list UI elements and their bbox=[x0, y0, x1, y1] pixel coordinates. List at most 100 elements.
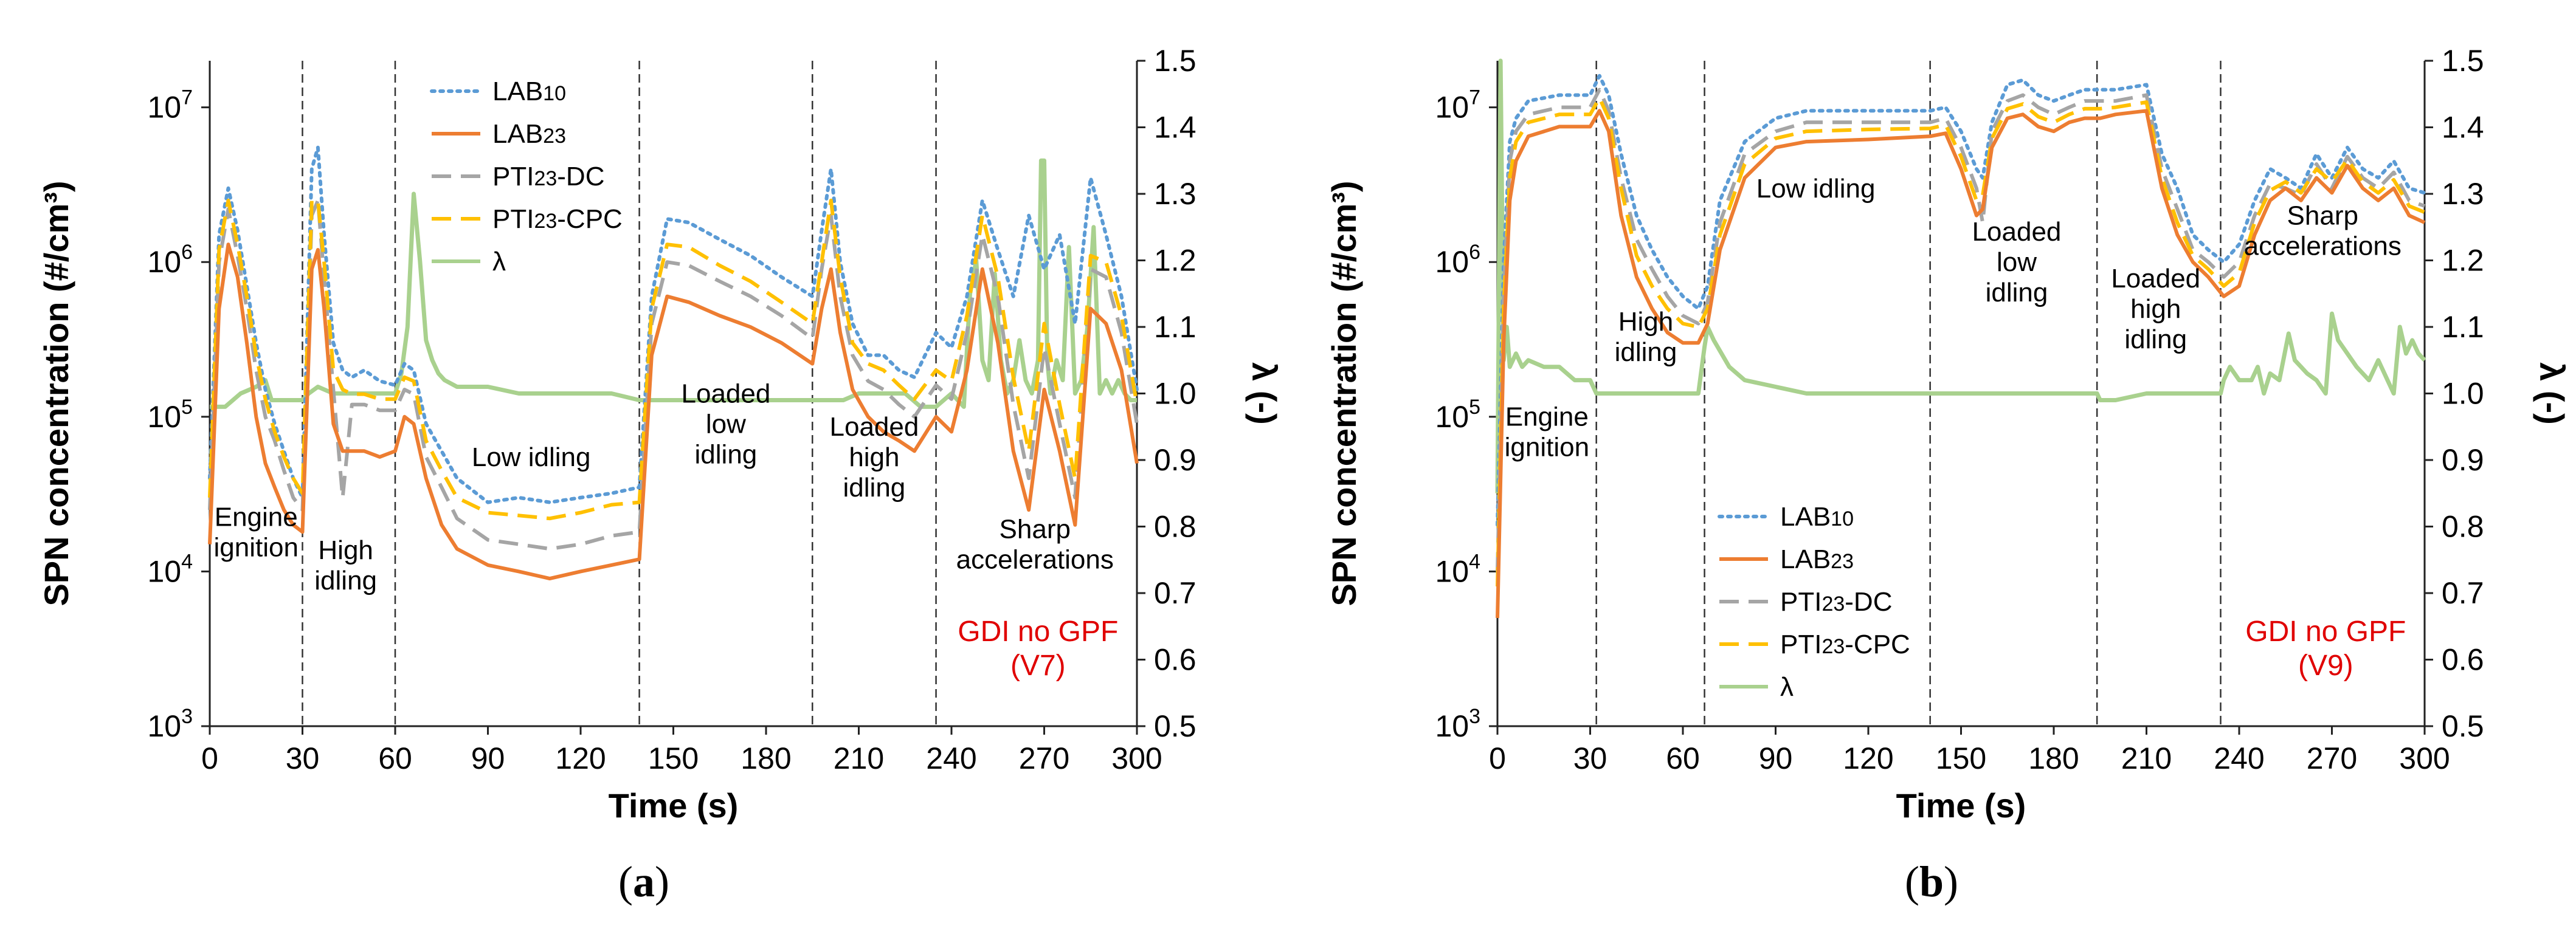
phase-label: low bbox=[1997, 247, 2037, 277]
series-line-lab23 bbox=[208, 242, 1139, 581]
phase-label: High bbox=[1618, 307, 1674, 337]
y2-tick-label: 1.3 bbox=[2442, 177, 2484, 211]
y-tick-label: 107 bbox=[1435, 86, 1480, 125]
vehicle-annotation: (V7) bbox=[1010, 650, 1066, 682]
phase-label: idling bbox=[1986, 278, 2048, 307]
legend: LAB10 LAB23 PTI23-DC PTI23-CPC λ bbox=[1718, 502, 1910, 702]
series-group bbox=[1495, 58, 2426, 619]
phase-label: Loaded bbox=[1972, 217, 2062, 247]
series-line- bbox=[1495, 58, 2426, 493]
legend: LAB10 LAB23 PTI23-DC PTI23-CPC λ bbox=[430, 77, 623, 276]
y-tick-label: 106 bbox=[1435, 241, 1480, 279]
y2-tick-label: 1.2 bbox=[2442, 244, 2484, 278]
x-tick-label: 30 bbox=[286, 741, 320, 775]
y2-tick-label: 1.5 bbox=[2442, 44, 2484, 78]
phase-label: idling bbox=[843, 473, 906, 503]
y2-tick-label: 1.4 bbox=[2442, 111, 2484, 145]
x-tick-label: 300 bbox=[1111, 741, 1162, 775]
phase-label: ignition bbox=[1505, 432, 1589, 462]
y-axis-title: SPN concentration (#/cm³) bbox=[1325, 180, 1363, 606]
x-tick-label: 0 bbox=[201, 741, 218, 775]
series-line-lab23 bbox=[1496, 109, 2426, 619]
y2-tick-label: 1.1 bbox=[2442, 310, 2484, 344]
phase-label: high bbox=[2130, 294, 2181, 324]
x-tick-label: 300 bbox=[2399, 741, 2450, 775]
axes: 0 30 60 90 120 150 180 210 240 270 300 103 104 105 106… bbox=[1435, 44, 2484, 775]
x-tick-label: 90 bbox=[1759, 741, 1793, 775]
series-line-lab10 bbox=[208, 145, 1139, 504]
x-tick-label: 240 bbox=[926, 741, 976, 775]
legend-entry: PTI23-DC bbox=[492, 162, 604, 191]
y2-axis-title: λ (-) bbox=[1245, 362, 1283, 425]
legend-entry: λ bbox=[492, 247, 506, 276]
phase-label: Engine bbox=[215, 502, 298, 532]
panel-b: 0 30 60 90 120 150 180 210 240 270 300 103 104 105 106… bbox=[1288, 0, 2575, 934]
x-tick-label: 210 bbox=[2121, 741, 2172, 775]
y2-tick-label: 1.1 bbox=[1154, 310, 1196, 344]
legend-entry: LAB10 bbox=[1780, 502, 1854, 532]
series-line- bbox=[210, 158, 1137, 409]
panel-label: (a) bbox=[618, 857, 669, 906]
phase-boundaries bbox=[1595, 61, 2222, 726]
series-line-pti23-cpc bbox=[208, 198, 1139, 521]
phase-label: Sharp bbox=[1000, 515, 1071, 544]
y2-tick-label: 0.7 bbox=[2442, 576, 2484, 610]
y-axis-title: SPN concentration (#/cm³) bbox=[37, 180, 75, 606]
y2-tick-label: 1.0 bbox=[2442, 377, 2484, 411]
phase-label: Engine bbox=[1505, 402, 1589, 431]
panel-label: (b) bbox=[1905, 857, 1958, 906]
phase-label: idling bbox=[314, 566, 377, 596]
y-tick-label: 104 bbox=[147, 550, 193, 588]
x-axis-title: Time (s) bbox=[609, 786, 739, 825]
y2-tick-label: 1.4 bbox=[1154, 111, 1196, 145]
y2-tick-label: 0.7 bbox=[1154, 576, 1196, 610]
phase-label: idling bbox=[695, 439, 758, 469]
legend-entry: LAB23 bbox=[492, 119, 566, 149]
vehicle-annotation: GDI no GPF bbox=[958, 616, 1118, 648]
series-line-pti23-cpc bbox=[1496, 96, 2426, 587]
phase-label: idling bbox=[2124, 324, 2187, 354]
y-tick-label: 103 bbox=[1435, 705, 1480, 743]
phase-boundaries bbox=[302, 61, 937, 726]
y2-tick-label: 0.8 bbox=[1154, 510, 1196, 544]
phase-label: idling bbox=[1615, 337, 1677, 367]
phase-label: Loaded bbox=[682, 379, 771, 408]
y2-tick-label: 0.6 bbox=[2442, 643, 2484, 677]
phase-label: high bbox=[849, 442, 899, 472]
y2-tick-label: 0.6 bbox=[1154, 643, 1196, 677]
x-axis-title: Time (s) bbox=[1896, 786, 2026, 825]
x-tick-label: 120 bbox=[1843, 741, 1893, 775]
y2-tick-label: 0.8 bbox=[2442, 510, 2484, 544]
chart-b: 0 30 60 90 120 150 180 210 240 270 300 103 104 105 106… bbox=[1325, 44, 2571, 906]
y2-tick-label: 0.9 bbox=[1154, 443, 1196, 477]
y2-tick-label: 0.9 bbox=[2442, 443, 2484, 477]
x-tick-label: 120 bbox=[555, 741, 606, 775]
y2-tick-label: 0.5 bbox=[2442, 709, 2484, 743]
axes: 0 30 60 90 120 150 180 210 240 270 300 103 104 105 106… bbox=[147, 44, 1196, 775]
x-tick-label: 90 bbox=[471, 741, 505, 775]
legend-entry: PTI23-CPC bbox=[492, 204, 623, 234]
legend-entry: PTI23-CPC bbox=[1780, 630, 1910, 659]
vehicle-annotation: GDI no GPF bbox=[2245, 616, 2406, 648]
vehicle-annotation: (V9) bbox=[2298, 650, 2353, 682]
phase-label: accelerations bbox=[956, 545, 1114, 575]
y2-tick-label: 1.2 bbox=[1154, 244, 1196, 278]
y-tick-label: 103 bbox=[147, 705, 193, 743]
y2-tick-label: 0.5 bbox=[1154, 709, 1196, 743]
y2-tick-label: 1.3 bbox=[1154, 177, 1196, 211]
legend-entry: LAB23 bbox=[1780, 544, 1854, 574]
phase-label: Low idling bbox=[472, 442, 591, 472]
y-tick-label: 105 bbox=[1435, 396, 1480, 434]
x-tick-label: 180 bbox=[741, 741, 791, 775]
x-tick-label: 0 bbox=[1489, 741, 1506, 775]
phase-label: low bbox=[706, 409, 746, 439]
chart-a: 0 30 60 90 120 150 180 210 240 270 300 103 104 105 106… bbox=[37, 44, 1283, 906]
y-tick-label: 107 bbox=[147, 86, 193, 125]
phase-label: Loaded bbox=[2111, 264, 2200, 294]
x-tick-label: 150 bbox=[1936, 741, 1986, 775]
y-tick-label: 105 bbox=[147, 396, 193, 434]
x-tick-label: 210 bbox=[834, 741, 884, 775]
phase-label: High bbox=[318, 535, 373, 565]
legend-entry: λ bbox=[1780, 672, 1794, 702]
